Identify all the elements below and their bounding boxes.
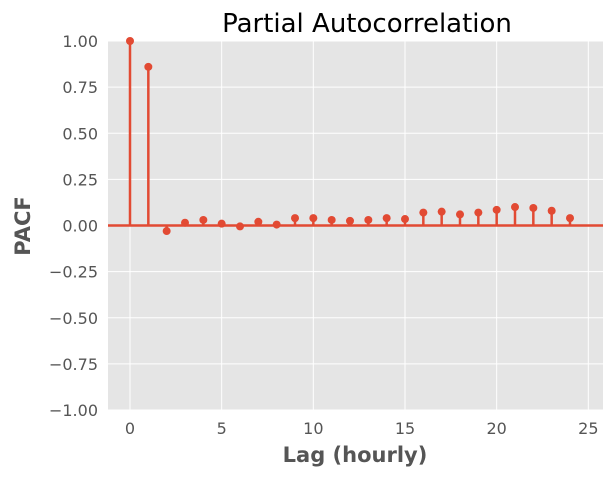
- x-tick-label: 15: [395, 419, 415, 438]
- stem-lag-20: [492, 205, 501, 226]
- stem-lag-14: [382, 214, 391, 226]
- stem-marker: [346, 216, 354, 225]
- stem-lag-13: [364, 215, 373, 226]
- y-tick-label: 0.00: [62, 217, 98, 236]
- stem-marker: [511, 203, 519, 212]
- stem-marker: [364, 215, 373, 224]
- stem-marker: [547, 206, 556, 215]
- x-tick-label: 25: [578, 419, 598, 438]
- stem-marker: [492, 205, 501, 214]
- stem-marker: [254, 217, 263, 226]
- stem-lag-10: [309, 214, 318, 226]
- stem-lag-7: [254, 217, 263, 226]
- stem-marker: [566, 214, 574, 223]
- x-tick-labels: 0 5 10 15 20 25: [125, 419, 599, 438]
- stem-marker: [401, 215, 409, 224]
- stem-marker: [419, 208, 428, 217]
- stem-lag-16: [419, 208, 428, 226]
- x-tick-label: 10: [303, 419, 323, 438]
- y-tick-labels: −1.00 −0.75 −0.50 −0.25 0.00 0.25 0.50 0.75 1.00: [49, 32, 98, 420]
- stem-lag-6: [236, 222, 244, 231]
- stem-lag-1: [144, 62, 153, 226]
- y-tick-label: −0.75: [49, 355, 98, 374]
- x-axis-label: Lag (hourly): [283, 443, 428, 467]
- stem-marker: [309, 214, 318, 223]
- stem-lag-11: [327, 215, 336, 226]
- stem-lag-8: [272, 220, 281, 229]
- stem-lag-15: [401, 215, 409, 226]
- stem-marker: [217, 219, 226, 228]
- stem-marker: [327, 215, 336, 224]
- stem-marker: [456, 210, 464, 219]
- stem-lag-19: [474, 208, 483, 226]
- y-tick-label: −0.25: [49, 263, 98, 282]
- y-tick-label: 1.00: [62, 32, 98, 51]
- y-tick-label: −0.50: [49, 309, 98, 328]
- stem-lag-0: [126, 37, 134, 226]
- y-tick-label: 0.25: [62, 170, 98, 189]
- stem-lag-12: [346, 216, 354, 226]
- stem-lag-2: [162, 225, 171, 236]
- stem-marker: [529, 203, 538, 212]
- chart-title: Partial Autocorrelation: [222, 9, 512, 39]
- stem-marker: [291, 214, 299, 223]
- stem-marker: [437, 207, 446, 216]
- y-tick-label: 0.75: [62, 78, 98, 97]
- x-tick-label: 20: [486, 419, 506, 438]
- stem-marker: [144, 62, 153, 71]
- stem-marker: [382, 214, 391, 223]
- stem-series: [126, 37, 574, 236]
- stem-lag-4: [199, 215, 208, 226]
- stem-lag-3: [181, 218, 189, 227]
- stem-lag-23: [547, 206, 556, 226]
- stem-lag-17: [437, 207, 446, 226]
- y-tick-label: −1.00: [49, 401, 98, 420]
- stem-marker: [272, 220, 281, 229]
- stem-marker: [474, 208, 483, 217]
- stem-lag-21: [511, 203, 519, 226]
- stem-lag-24: [566, 214, 574, 226]
- stem-marker: [126, 37, 134, 45]
- stem-lag-18: [456, 210, 464, 226]
- stem-lag-22: [529, 203, 538, 226]
- stem-lag-5: [217, 219, 226, 228]
- x-tick-label: 0: [125, 419, 135, 438]
- y-tick-label: 0.50: [62, 124, 98, 143]
- y-axis-label: PACF: [11, 196, 35, 255]
- stem-marker: [162, 227, 171, 236]
- x-tick-label: 5: [217, 419, 227, 438]
- stem-lag-9: [291, 214, 299, 226]
- stem-marker: [181, 218, 189, 227]
- stem-marker: [199, 215, 208, 224]
- stem-marker: [236, 222, 244, 231]
